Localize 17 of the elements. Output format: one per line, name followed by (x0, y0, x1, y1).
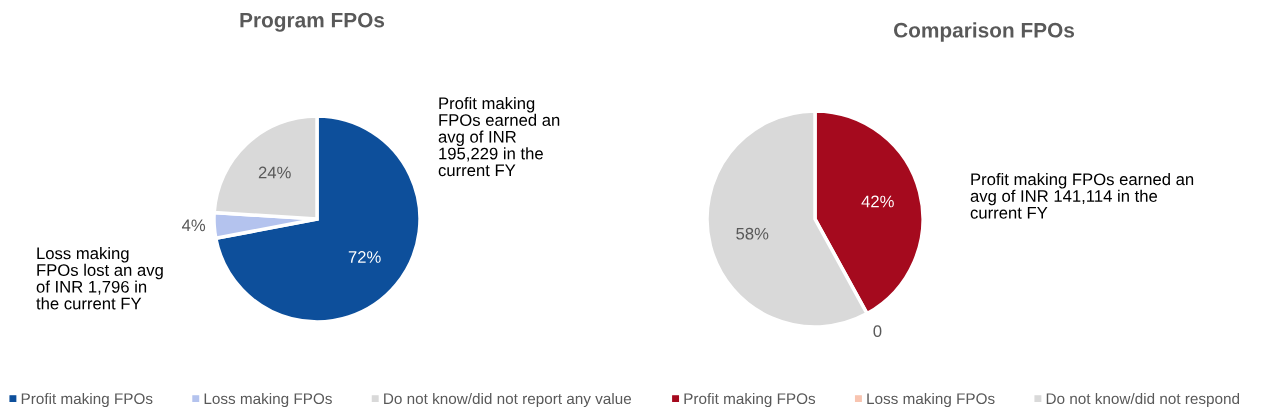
legend-label: Loss making FPOs (204, 392, 332, 408)
text: Loss making FPOs lost an avg of INR 1,796 in the current FY (36, 247, 163, 310)
data-label: 58% (736, 227, 769, 240)
legend-label: Loss making FPOs (867, 392, 995, 408)
data-label: 42% (861, 195, 894, 208)
text: 0 (873, 325, 882, 338)
text: Profit making FPOs earned an avg of INR 195,229 in the current FY (438, 97, 560, 177)
text: Profit making FPOs earned an avg of INR 141,114 in the current FY (970, 173, 1194, 219)
data-label: 4% (181, 219, 206, 232)
legend-label: Do not know/did not report any value (384, 392, 632, 408)
data-label: 72% (348, 251, 381, 263)
legend-label: Profit making FPOs (684, 392, 816, 408)
legend-label: Profit making FPOs (21, 392, 153, 408)
legend-label: Do not know/did not respond (1046, 392, 1240, 408)
chart-title: Comparison FPOs (893, 22, 1075, 42)
data-label: 24% (258, 166, 291, 179)
chart-title: Program FPOs (240, 12, 385, 32)
